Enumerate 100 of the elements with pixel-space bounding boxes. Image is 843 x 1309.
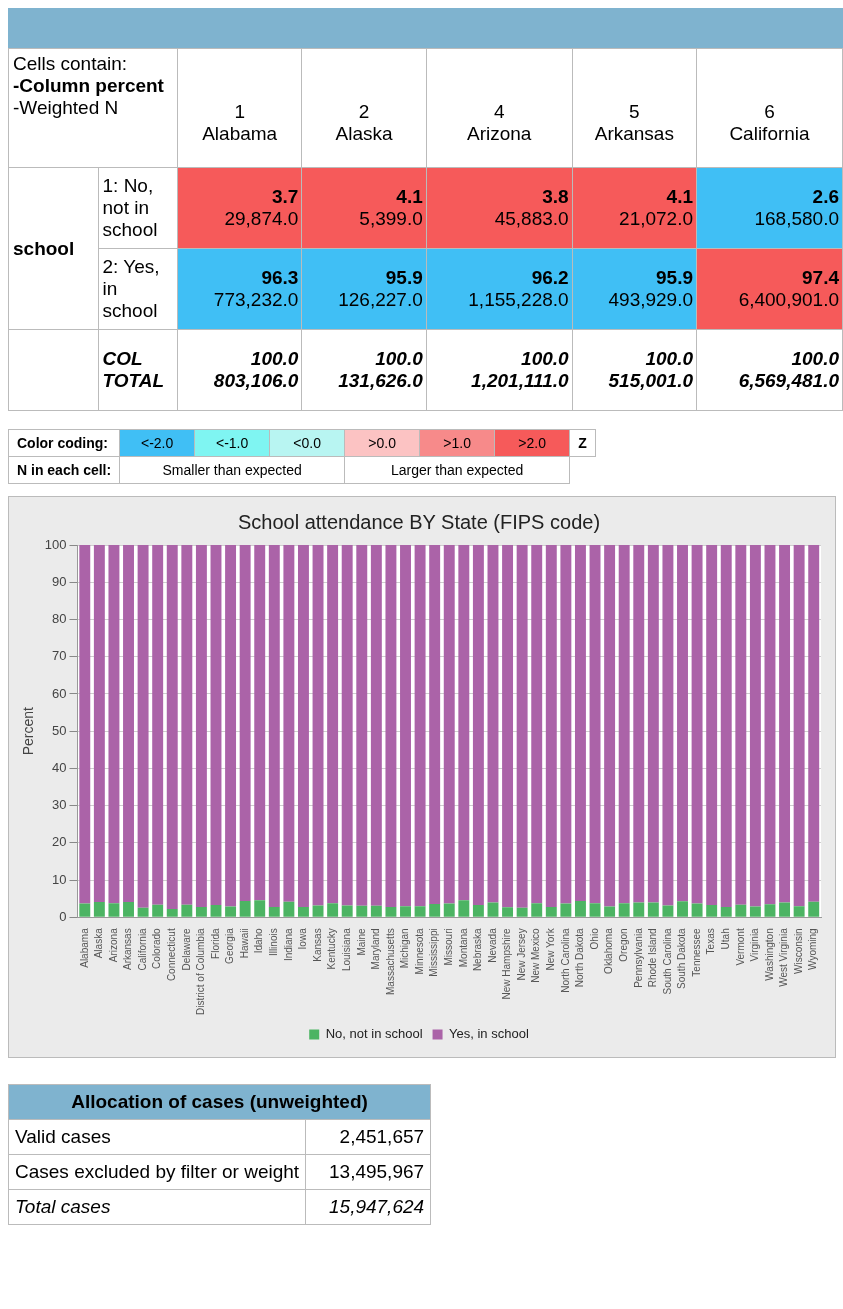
chart-title: School attendance BY State (FIPS code)	[237, 510, 601, 533]
x-tick-label: Michigan	[399, 928, 411, 969]
bar	[210, 905, 222, 917]
x-tick-label: South Carolina	[661, 927, 673, 995]
y-tick-label: 60	[52, 685, 67, 701]
bar	[793, 906, 805, 917]
y-tick-label: 90	[52, 573, 67, 589]
x-tick-label: Virginia	[749, 927, 761, 962]
category-label: 4 Arizona	[466, 101, 533, 145]
text: 4.1 21,072.0	[619, 186, 694, 229]
bar	[443, 903, 455, 917]
bar	[706, 545, 718, 906]
category-label: >1.0	[419, 429, 495, 457]
bar	[385, 906, 397, 917]
bar	[720, 545, 732, 907]
category-label: COL TOTAL	[102, 348, 165, 391]
bar	[137, 545, 149, 908]
bar	[356, 905, 368, 917]
bar	[677, 545, 688, 902]
bar	[647, 902, 659, 917]
bar	[589, 545, 601, 904]
bar	[356, 545, 368, 906]
bar	[225, 906, 237, 917]
x-tick-label: Maryland	[370, 928, 382, 970]
bar	[268, 545, 280, 907]
bar	[312, 905, 324, 917]
text: Smaller than expected	[119, 456, 345, 484]
x-tick-label: Hawaii	[238, 928, 250, 959]
bar	[443, 545, 455, 904]
bar	[79, 903, 91, 917]
x-tick-label: Oregon	[617, 928, 629, 962]
bar	[633, 902, 645, 917]
bar	[618, 903, 630, 917]
bar	[370, 545, 382, 906]
bar	[254, 545, 266, 901]
category-label: 1 Alabama	[201, 101, 279, 145]
x-tick-label: Alabama	[78, 927, 90, 968]
bar	[283, 901, 295, 917]
category-label: >2.0	[494, 429, 570, 457]
text: 3.8 45,883.0	[494, 186, 569, 229]
text: 13,495,967	[329, 1161, 425, 1182]
bar	[764, 545, 776, 905]
bar	[735, 545, 747, 905]
category-label: <0.0	[269, 429, 345, 457]
category-label: <-2.0	[119, 429, 195, 457]
bar	[749, 906, 761, 917]
bar	[531, 903, 543, 917]
category-label: 2 Alaska	[334, 101, 394, 145]
x-tick-label: Indiana	[282, 927, 294, 962]
text: Color coding:	[8, 429, 120, 457]
legend-label: Yes, in school	[449, 1026, 529, 1042]
y-tick-label: 20	[52, 834, 67, 850]
text: 100.0 803,106.0	[213, 348, 299, 391]
x-tick-label: Washington	[763, 928, 775, 981]
bar	[312, 545, 324, 906]
x-tick-label: Utah	[719, 928, 731, 950]
x-tick-label: Tennessee	[690, 927, 702, 977]
bar	[545, 545, 557, 907]
bar	[268, 906, 280, 917]
x-tick-label: Wisconsin	[792, 928, 804, 974]
bar	[341, 545, 353, 906]
bar	[283, 545, 295, 902]
x-tick-label: Texas	[705, 928, 717, 955]
x-tick-label: Illinois	[268, 928, 280, 957]
x-tick-label: Minnesota	[413, 927, 425, 975]
bar	[181, 904, 193, 917]
text: Allocation of cases (unweighted)	[8, 1084, 431, 1120]
x-tick-label: Connecticut	[166, 928, 177, 982]
bar	[808, 545, 820, 902]
text: 2.6 168,580.0	[754, 186, 839, 229]
x-tick-label: Massachusetts	[384, 928, 396, 996]
bar	[195, 545, 207, 907]
bar	[647, 545, 659, 903]
bar	[531, 545, 543, 904]
bar	[502, 907, 514, 917]
x-tick-label: West Virginia	[778, 927, 790, 987]
x-tick-label: Kentucky	[326, 928, 338, 970]
x-tick-label: North Carolina	[559, 927, 571, 993]
text: 100.0 131,626.0	[338, 348, 423, 391]
bar	[195, 906, 207, 917]
bar	[706, 905, 718, 917]
x-tick-label: Kansas	[311, 928, 323, 962]
bar	[808, 901, 820, 917]
bar	[618, 545, 630, 904]
bar	[297, 545, 309, 907]
x-tick-label: Arkansas	[122, 928, 134, 970]
x-tick-label: New Hampshire	[501, 927, 513, 1000]
text: 97.4 6,400,901.0	[738, 267, 839, 310]
bar	[93, 545, 105, 903]
bar	[239, 900, 251, 917]
text: school	[8, 167, 99, 330]
bar	[472, 905, 484, 917]
text: Larger than expected	[344, 456, 570, 484]
x-tick-label: District of Columbia	[195, 927, 207, 1016]
y-tick-label: 50	[52, 722, 67, 738]
bar	[516, 545, 528, 908]
x-tick-label: Rhode Island	[647, 928, 659, 988]
x-tick-label: Mississippi	[428, 928, 440, 977]
x-tick-label: Montana	[457, 927, 469, 968]
text: Z	[569, 429, 596, 457]
